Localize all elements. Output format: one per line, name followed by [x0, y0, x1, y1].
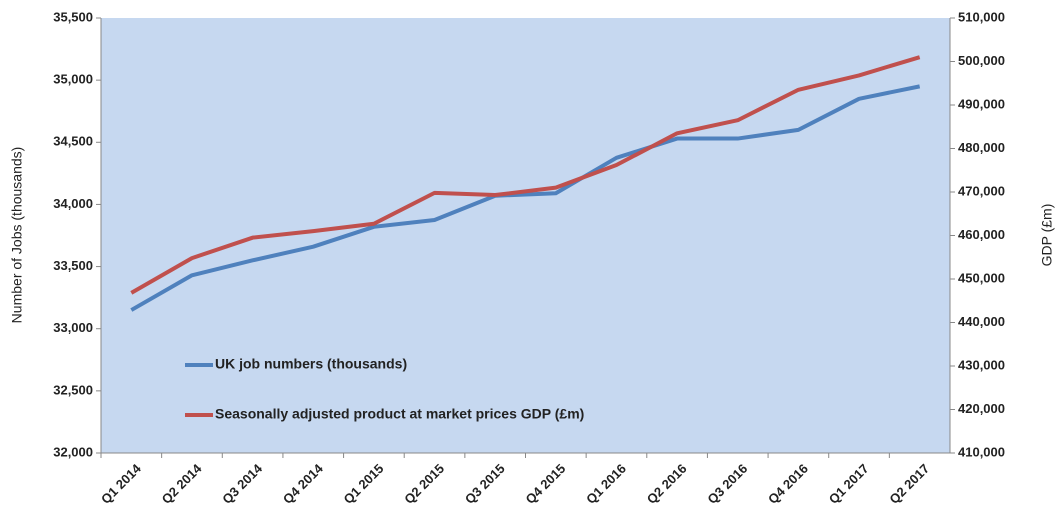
x-tick-label: Q3 2014 [219, 460, 265, 506]
y2-tick-label: 410,000 [958, 444, 1005, 459]
x-tick-label: Q4 2016 [765, 461, 811, 507]
y-axis-title: Number of Jobs (thousands) [9, 147, 25, 324]
y2-tick-label: 440,000 [958, 314, 1005, 329]
line-series [130, 84, 921, 312]
y2-tick-label: 450,000 [958, 270, 1005, 285]
x-tick-label: Q3 2016 [704, 461, 750, 507]
y-tick-label: 35,500 [53, 9, 93, 24]
x-tick-label: Q2 2014 [159, 460, 205, 506]
legend-label: Seasonally adjusted product at market pr… [215, 406, 584, 422]
y2-tick-label: 490,000 [958, 96, 1005, 111]
y2-tick-label: 420,000 [958, 401, 1005, 416]
y-tick-label: 33,000 [53, 320, 93, 335]
y-tick-label: 33,500 [53, 258, 93, 273]
y2-tick-label: 430,000 [958, 357, 1005, 372]
y2-tick-label: 510,000 [958, 9, 1005, 24]
y2-tick-label: 460,000 [958, 227, 1005, 242]
y2-tick-label: 480,000 [958, 140, 1005, 155]
legend-label: UK job numbers (thousands) [215, 356, 407, 372]
plot-area [101, 18, 950, 453]
y-tick-label: 35,000 [53, 72, 93, 87]
y2-axis-title: GDP (£m) [1039, 204, 1055, 267]
x-tick-label: Q4 2015 [522, 461, 568, 507]
y2-tick-label: 470,000 [958, 183, 1005, 198]
y-tick-label: 32,500 [53, 382, 93, 397]
x-tick-label: Q4 2014 [280, 460, 326, 506]
x-tick-label: Q3 2015 [462, 461, 508, 507]
y-tick-label: 34,000 [53, 196, 93, 211]
x-tick-label: Q2 2015 [401, 461, 447, 507]
x-tick-label: Q1 2017 [826, 461, 872, 507]
x-tick-label: Q2 2016 [644, 461, 690, 507]
line-series [130, 55, 921, 295]
y-tick-label: 34,500 [53, 134, 93, 149]
y2-tick-label: 500,000 [958, 53, 1005, 68]
y-tick-label: 32,000 [53, 444, 93, 459]
x-tick-label: Q1 2014 [98, 460, 144, 506]
x-tick-label: Q1 2016 [583, 461, 629, 507]
x-tick-label: Q2 2017 [886, 461, 932, 507]
x-tick-label: Q1 2015 [341, 461, 387, 507]
